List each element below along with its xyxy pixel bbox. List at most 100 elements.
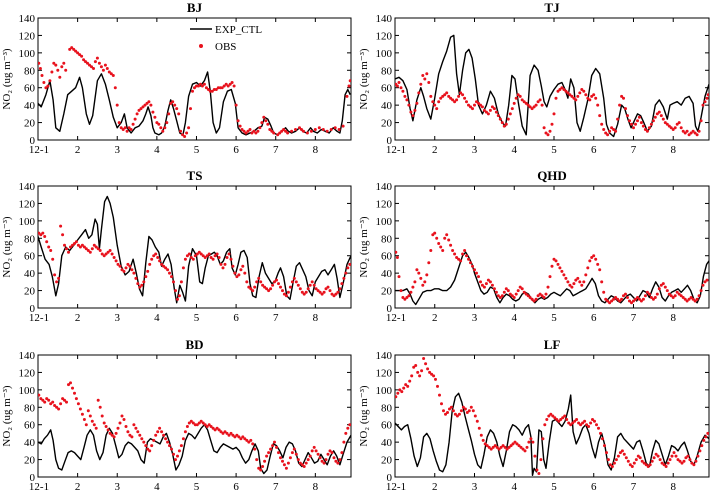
y-tick-label: 0 [387,472,393,484]
data-point [134,276,138,280]
data-point [148,449,152,453]
y-tick-label: 120 [376,367,393,379]
data-point [647,292,651,296]
data-point [438,393,441,397]
y-tick-label: 100 [19,385,36,397]
data-point [551,414,555,418]
data-point [534,103,538,107]
data-point [492,287,496,291]
data-point [227,252,231,256]
data-point [430,372,434,376]
data-point [134,426,138,430]
data-point [170,447,173,451]
data-point [174,289,177,293]
data-point [243,437,247,441]
data-point [185,131,189,135]
x-tick-label: 7 [631,312,637,324]
data-point [589,421,593,425]
data-point [585,423,589,427]
data-point [411,114,415,118]
data-point [337,128,341,131]
data-point [119,126,123,130]
data-point [455,98,459,102]
data-point [541,437,545,441]
data-point [120,414,124,418]
data-point [226,84,230,88]
data-point [412,365,416,369]
data-point [469,105,472,109]
data-point [677,292,681,296]
data-point [530,297,534,301]
data-point [564,89,568,93]
data-point [200,84,204,88]
data-point [650,459,654,463]
data-point [488,280,492,284]
plot-frame [37,354,352,478]
data-point [411,285,415,289]
data-point [309,129,313,133]
data-point [651,119,655,123]
data-point [38,61,41,65]
data-point [473,103,476,107]
data-point [324,458,328,462]
data-point [489,447,493,451]
data-point [325,129,329,133]
data-point [477,101,480,105]
y-tick-label: 120 [376,198,393,210]
data-point [449,96,453,100]
data-point [572,282,576,286]
data-point [529,437,533,441]
legend-label: EXP_CTL [215,24,262,36]
data-point [521,447,525,451]
data-point [236,119,240,123]
data-point [503,445,507,449]
data-point [626,459,630,463]
y-tick-label: 140 [19,350,36,362]
data-point [328,289,332,293]
data-point [267,451,271,455]
data-point [666,461,670,465]
data-point [552,112,556,116]
data-point [461,252,465,256]
data-point [689,131,693,135]
data-point [610,465,614,468]
data-point [672,451,676,455]
data-point [255,458,259,462]
data-point [88,63,91,67]
data-point [336,461,340,465]
data-point [123,126,127,130]
data-point [63,243,66,247]
data-point [459,91,463,95]
data-point [516,93,520,97]
data-point [477,275,480,279]
data-point [193,254,197,258]
data-point [499,445,503,449]
data-point [563,414,567,418]
data-point [116,426,120,430]
data-point [405,98,409,102]
data-point [622,294,625,298]
data-point [202,82,206,86]
data-point [333,126,337,130]
data-point [684,456,688,460]
data-point [463,407,467,411]
data-point [78,245,82,249]
data-point [502,290,506,294]
plot-frame [394,354,710,478]
data-point [595,423,598,427]
data-point [455,256,459,259]
data-point [496,114,500,118]
data-point [90,65,93,69]
data-point [43,235,47,238]
data-point [221,431,225,435]
data-point [524,292,528,296]
data-point [112,435,116,439]
data-point [273,280,276,284]
data-point [398,388,402,392]
data-point [162,264,166,268]
x-tick-label: 2 [432,312,438,324]
data-point [416,370,420,374]
data-point [189,419,193,423]
data-point [65,247,68,251]
data-point [528,296,532,299]
